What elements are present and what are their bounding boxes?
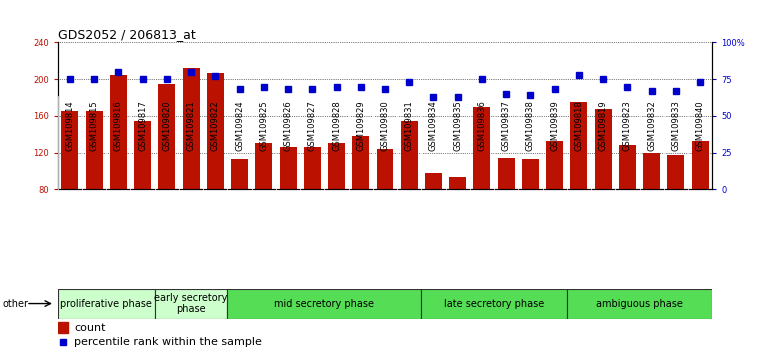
Bar	[256, 143, 273, 189]
Bar	[353, 136, 370, 189]
Bar	[567, 289, 712, 319]
Bar	[522, 159, 539, 189]
Text: GSM109820: GSM109820	[162, 101, 172, 151]
Bar	[474, 107, 490, 189]
Bar	[497, 158, 514, 189]
Bar	[207, 73, 224, 189]
Text: GSM109822: GSM109822	[211, 101, 219, 151]
Text: other: other	[3, 298, 29, 309]
Bar	[643, 153, 660, 189]
Bar	[619, 145, 636, 189]
Text: count: count	[74, 322, 105, 332]
Bar	[377, 149, 393, 189]
Bar	[421, 289, 567, 319]
Text: GSM109825: GSM109825	[259, 101, 268, 151]
Text: GSM109837: GSM109837	[502, 101, 511, 151]
Bar	[400, 120, 417, 189]
Text: GSM109839: GSM109839	[551, 101, 559, 151]
Text: GSM109836: GSM109836	[477, 101, 487, 151]
Bar	[571, 102, 588, 189]
Text: GSM109823: GSM109823	[623, 101, 632, 151]
Text: GSM109816: GSM109816	[114, 101, 123, 151]
Bar	[304, 147, 321, 189]
Text: GSM109830: GSM109830	[380, 101, 390, 151]
Text: proliferative phase: proliferative phase	[60, 298, 152, 309]
Bar	[58, 322, 68, 333]
Bar	[85, 112, 102, 189]
Text: GSM109814: GSM109814	[65, 101, 75, 151]
Text: GSM109829: GSM109829	[357, 101, 365, 151]
Bar	[227, 289, 421, 319]
Text: GSM109819: GSM109819	[598, 101, 608, 151]
Text: GSM109832: GSM109832	[647, 101, 656, 151]
Bar	[58, 289, 155, 319]
Bar	[182, 68, 199, 189]
Text: GSM109834: GSM109834	[429, 101, 438, 151]
Text: mid secretory phase: mid secretory phase	[274, 298, 374, 309]
Bar	[231, 159, 248, 189]
Bar	[449, 177, 466, 189]
Bar	[691, 141, 708, 189]
Text: ambiguous phase: ambiguous phase	[596, 298, 683, 309]
Bar	[159, 84, 176, 189]
Text: GSM109831: GSM109831	[405, 101, 413, 151]
Bar	[110, 75, 127, 189]
Text: early secretory
phase: early secretory phase	[155, 293, 228, 314]
Bar	[280, 147, 296, 189]
Bar	[594, 109, 611, 189]
Bar	[134, 120, 151, 189]
Text: GDS2052 / 206813_at: GDS2052 / 206813_at	[58, 28, 196, 41]
Text: GSM109818: GSM109818	[574, 101, 584, 151]
Text: GSM109835: GSM109835	[454, 101, 462, 151]
Text: GSM109833: GSM109833	[671, 101, 681, 151]
Text: late secretory phase: late secretory phase	[444, 298, 544, 309]
Text: GSM109840: GSM109840	[695, 101, 705, 151]
Bar	[546, 141, 563, 189]
Bar	[328, 143, 345, 189]
Text: GSM109828: GSM109828	[332, 101, 341, 151]
Text: GSM109815: GSM109815	[89, 101, 99, 151]
Bar	[668, 155, 685, 189]
Bar	[62, 112, 79, 189]
Text: GSM109821: GSM109821	[186, 101, 196, 151]
Text: GSM109827: GSM109827	[308, 101, 316, 151]
Text: GSM109824: GSM109824	[235, 101, 244, 151]
Text: GSM109838: GSM109838	[526, 101, 535, 151]
Bar	[155, 289, 227, 319]
Text: GSM109817: GSM109817	[138, 101, 147, 151]
Text: percentile rank within the sample: percentile rank within the sample	[74, 337, 262, 348]
Text: GSM109826: GSM109826	[283, 101, 293, 151]
Bar	[425, 173, 442, 189]
